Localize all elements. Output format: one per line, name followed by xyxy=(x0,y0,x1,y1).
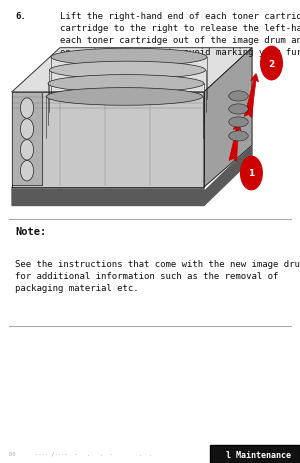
Ellipse shape xyxy=(229,92,248,102)
Text: See the instructions that come with the new image drum
for additional informatio: See the instructions that come with the … xyxy=(15,259,300,293)
Ellipse shape xyxy=(229,131,248,142)
Text: Lift the right-hand end of each toner cartridge and draw the
cartridge to the ri: Lift the right-hand end of each toner ca… xyxy=(60,12,300,57)
Polygon shape xyxy=(12,146,252,206)
FancyBboxPatch shape xyxy=(210,445,300,463)
Polygon shape xyxy=(12,93,42,185)
Circle shape xyxy=(241,157,262,190)
Circle shape xyxy=(261,47,282,81)
Ellipse shape xyxy=(48,75,204,93)
Text: 6.: 6. xyxy=(15,12,26,20)
Polygon shape xyxy=(204,49,252,188)
Ellipse shape xyxy=(229,105,248,115)
Polygon shape xyxy=(12,49,252,93)
Circle shape xyxy=(20,140,34,161)
Polygon shape xyxy=(12,93,204,188)
Text: 00      ---- /----  -   .   .  -        .  .: 00 ---- /---- - . . - . . xyxy=(9,450,152,455)
Circle shape xyxy=(20,99,34,119)
Ellipse shape xyxy=(229,118,248,128)
Text: 2: 2 xyxy=(268,59,274,69)
Circle shape xyxy=(20,119,34,140)
Ellipse shape xyxy=(50,62,206,80)
Text: Note:: Note: xyxy=(15,227,46,237)
Ellipse shape xyxy=(46,88,202,106)
Text: l Maintenance: l Maintenance xyxy=(226,450,291,459)
Circle shape xyxy=(20,161,34,181)
Ellipse shape xyxy=(51,49,207,67)
Text: 1: 1 xyxy=(248,169,254,178)
